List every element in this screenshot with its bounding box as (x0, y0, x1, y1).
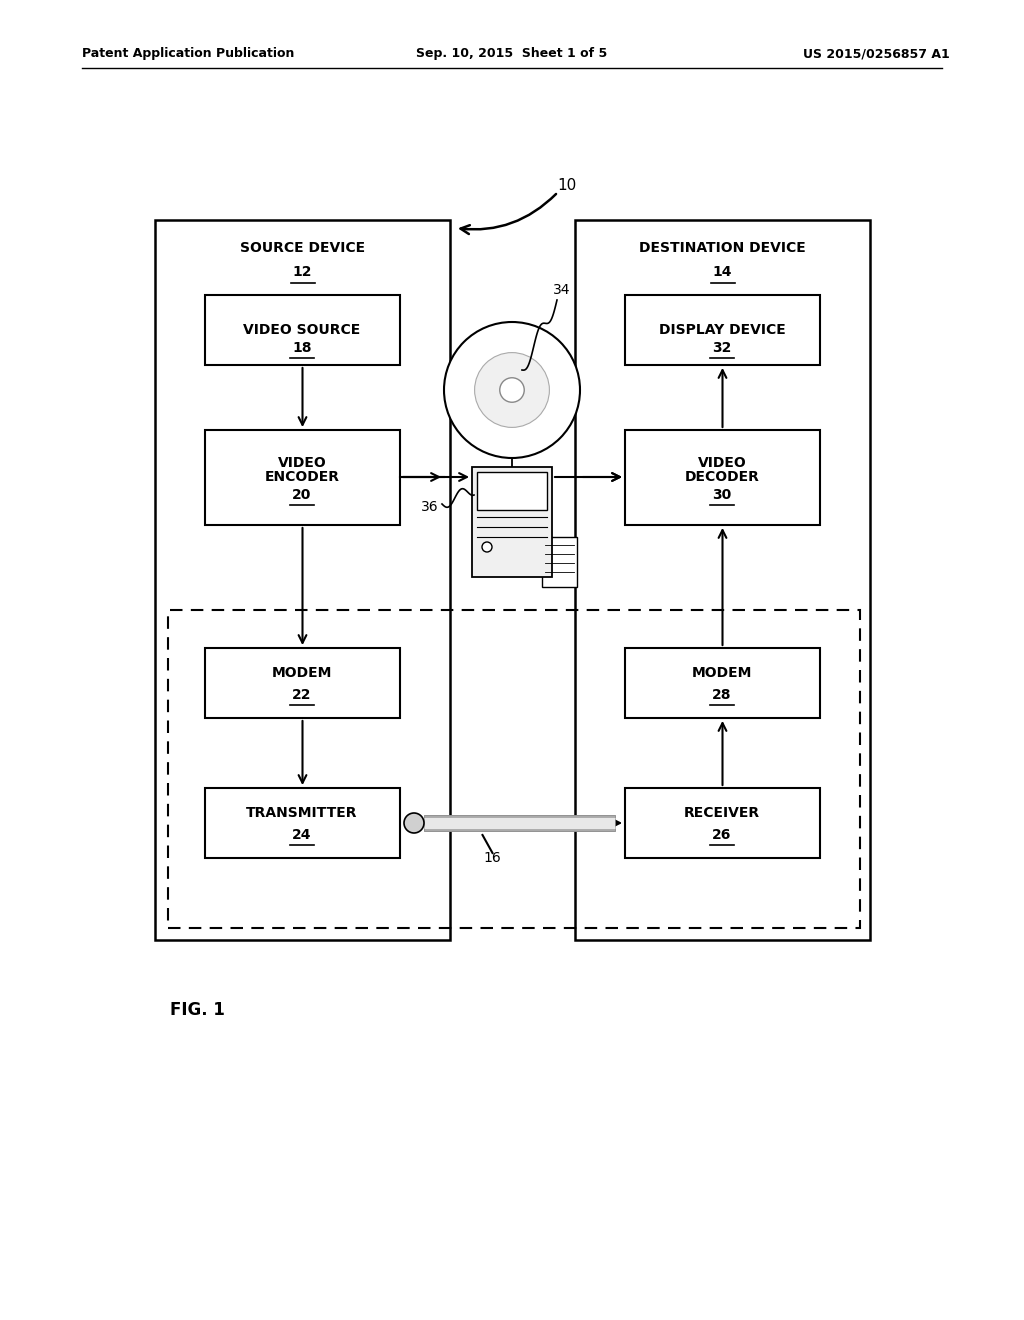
Bar (205, 430, 400, 525)
Text: VIDEO: VIDEO (278, 455, 327, 470)
Text: FIG. 1: FIG. 1 (170, 1001, 225, 1019)
Circle shape (444, 322, 580, 458)
Text: 34: 34 (553, 282, 570, 297)
Text: 28: 28 (713, 688, 732, 702)
Circle shape (500, 378, 524, 403)
Text: DECODER: DECODER (685, 470, 760, 484)
Bar (205, 294, 400, 366)
Bar (625, 430, 820, 525)
Text: 24: 24 (292, 828, 311, 842)
Text: ENCODER: ENCODER (264, 470, 340, 484)
Text: 12: 12 (293, 265, 312, 279)
Text: MODEM: MODEM (271, 667, 332, 680)
Text: 36: 36 (421, 500, 439, 513)
Text: 14: 14 (713, 265, 732, 279)
Text: 30: 30 (713, 488, 731, 502)
Text: DISPLAY DEVICE: DISPLAY DEVICE (658, 323, 785, 337)
Circle shape (474, 352, 550, 428)
Text: VIDEO: VIDEO (697, 455, 746, 470)
Bar (542, 537, 577, 587)
Bar (472, 467, 552, 577)
Text: 18: 18 (292, 341, 311, 355)
Text: MODEM: MODEM (692, 667, 753, 680)
Text: DESTINATION DEVICE: DESTINATION DEVICE (639, 242, 806, 255)
Circle shape (404, 813, 424, 833)
Text: 26: 26 (713, 828, 732, 842)
Text: 32: 32 (713, 341, 732, 355)
Bar (625, 648, 820, 718)
Bar (625, 788, 820, 858)
Text: TRANSMITTER: TRANSMITTER (246, 807, 357, 820)
Text: US 2015/0256857 A1: US 2015/0256857 A1 (803, 48, 950, 61)
Bar (168, 610, 860, 928)
Bar (205, 648, 400, 718)
Text: Sep. 10, 2015  Sheet 1 of 5: Sep. 10, 2015 Sheet 1 of 5 (417, 48, 607, 61)
Bar (205, 788, 400, 858)
Bar (625, 294, 820, 366)
Text: VIDEO SOURCE: VIDEO SOURCE (244, 323, 360, 337)
Text: 16: 16 (483, 851, 502, 865)
Text: RECEIVER: RECEIVER (684, 807, 760, 820)
Bar (155, 220, 450, 940)
Circle shape (482, 543, 492, 552)
Text: 22: 22 (292, 688, 311, 702)
Bar (575, 220, 870, 940)
Text: 10: 10 (557, 177, 577, 193)
Bar (477, 473, 547, 510)
Text: SOURCE DEVICE: SOURCE DEVICE (240, 242, 366, 255)
Text: Patent Application Publication: Patent Application Publication (82, 48, 294, 61)
Text: 20: 20 (292, 488, 311, 502)
